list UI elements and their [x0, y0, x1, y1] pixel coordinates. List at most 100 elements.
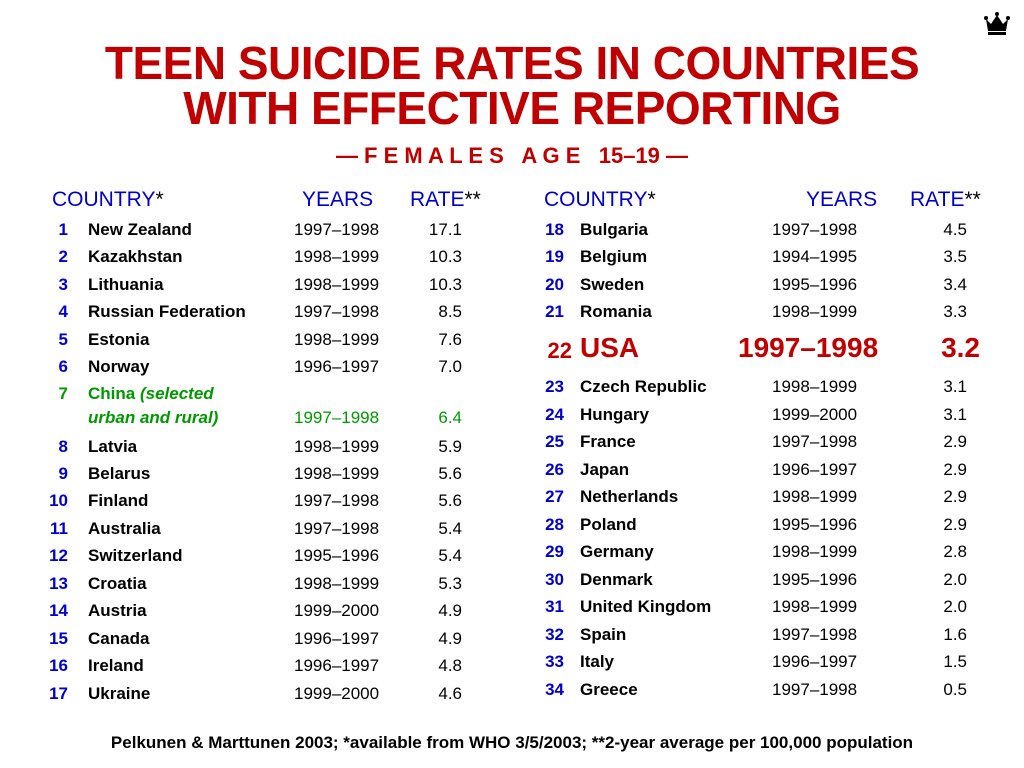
- table-row: 18 Bulgaria 1997–1998 4.5: [0, 220, 1024, 246]
- left-header-country-mark: *: [155, 188, 164, 211]
- row-country: Japan: [580, 460, 630, 479]
- row-rate: 1.6: [943, 625, 967, 644]
- subtitle: — F E M A L E S A G E 15–19 —: [335, 143, 689, 168]
- left-header-country: COUNTRY*: [52, 188, 164, 212]
- row-rank: 13: [49, 574, 68, 593]
- table-row: 6 Norway 1996–1997 7.0: [0, 357, 1024, 383]
- row-years: 1998–1999: [294, 330, 380, 349]
- row-rate: 4.9: [438, 601, 462, 620]
- row-years: 1996–1997: [294, 656, 380, 675]
- row-country: Croatia: [88, 574, 147, 593]
- row-rate: 2.0: [943, 570, 967, 589]
- row-rank: 23: [545, 377, 564, 396]
- left-header-rate-mark: **: [464, 188, 481, 211]
- left-header-years: YEARS: [302, 188, 374, 211]
- right-header-rate-mark: **: [964, 188, 981, 211]
- row-country: Czech Republic: [580, 377, 707, 396]
- row-years: 1997–1998: [294, 519, 380, 538]
- row-country: Canada: [88, 629, 150, 648]
- row-rate: 10.3: [428, 247, 462, 266]
- row-country: Hungary: [580, 405, 649, 424]
- row-country: Belarus: [88, 464, 151, 483]
- row-years: 1997–1998: [738, 332, 879, 363]
- row-years: 1998–1999: [772, 377, 858, 396]
- left-header-country-label: COUNTRY: [52, 188, 156, 211]
- row-rate: 3.3: [943, 302, 967, 321]
- table-row: 29 Germany 1998–1999 2.8: [0, 542, 1024, 568]
- row-rate: 8.5: [438, 302, 462, 321]
- row-rate: 4.8: [438, 656, 462, 675]
- row-years: 1997–1998: [772, 432, 858, 451]
- row-years: 1997–1998: [772, 680, 858, 699]
- row-rate: 2.8: [943, 542, 967, 561]
- row-rate: 6.4: [438, 408, 462, 427]
- table-row: 19 Belgium 1994–1995 3.5: [0, 247, 1024, 273]
- row-rank: 27: [545, 487, 564, 506]
- row-rank: 18: [545, 220, 564, 239]
- row-years: 1999–2000: [294, 684, 380, 703]
- row-years: 1994–1995: [772, 247, 858, 266]
- row-country: Ukraine: [88, 684, 151, 703]
- row-rate: 5.4: [438, 546, 462, 565]
- row-rate: 3.1: [943, 377, 967, 396]
- row-country-name: China: [88, 384, 136, 403]
- row-country: Germany: [580, 542, 654, 561]
- row-rate: 5.4: [438, 519, 462, 538]
- table-row: 27 Netherlands 1998–1999 2.9: [0, 487, 1024, 513]
- row-rank: 19: [545, 247, 564, 266]
- page-title-line-1: TEEN SUICIDE RATES IN COUNTRIES: [104, 37, 920, 89]
- row-country: Finland: [88, 491, 149, 510]
- row-years: 1998–1999: [772, 487, 858, 506]
- row-years: 1997–1998: [772, 625, 858, 644]
- row-rank: 14: [49, 601, 68, 620]
- table-row: 32 Spain 1997–1998 1.6: [0, 625, 1024, 651]
- row-rate: 3.4: [943, 275, 967, 294]
- row-country: Bulgaria: [580, 220, 649, 239]
- row-years: 1997–1998: [772, 220, 858, 239]
- row-country: United Kingdom: [580, 597, 712, 616]
- row-country: Greece: [580, 680, 638, 699]
- row-rank: 7: [58, 384, 68, 403]
- row-years: 1997–1998: [294, 408, 380, 427]
- row-rank: 15: [49, 629, 68, 648]
- row-rank: 1: [58, 220, 68, 239]
- row-rank: 10: [49, 491, 68, 510]
- right-header-country-mark: *: [647, 188, 656, 211]
- table-row: 5 Estonia 1998–1999 7.6: [0, 330, 1024, 356]
- table-row: 28 Poland 1995–1996 2.9: [0, 515, 1024, 541]
- row-rank: 31: [545, 597, 564, 616]
- row-country: Netherlands: [580, 487, 679, 506]
- row-years: 1995–1996: [772, 570, 858, 589]
- row-country: Switzerland: [88, 546, 183, 565]
- row-rank: 24: [545, 405, 564, 424]
- row-years: 1998–1999: [294, 574, 380, 593]
- row-rate: 2.9: [943, 432, 967, 451]
- row-rate: 1.5: [943, 652, 967, 671]
- row-rank: 4: [58, 302, 68, 321]
- row-rate: 0.5: [943, 680, 967, 699]
- row-years: 1998–1999: [294, 437, 380, 456]
- row-rank: 26: [545, 460, 564, 479]
- table-row: 24 Hungary 1999–2000 3.1: [0, 405, 1024, 431]
- table-row: 25 France 1997–1998 2.9: [0, 432, 1024, 458]
- row-rank: 21: [545, 302, 564, 321]
- right-header-rate-label: RATE: [910, 188, 965, 211]
- table-row: 16 Ireland 1996–1997 4.8: [0, 656, 1024, 682]
- right-header-years: YEARS: [806, 188, 878, 211]
- row-rank: 22: [547, 338, 572, 363]
- row-rank: 29: [545, 542, 564, 561]
- row-rate: 4.5: [943, 220, 967, 239]
- row-rank: 2: [58, 247, 68, 266]
- table-row: 17 Ukraine 1999–2000 4.6: [0, 684, 1024, 710]
- row-country: Kazakhstan: [88, 247, 183, 266]
- row-rate: 4.6: [438, 684, 462, 703]
- row-rate: 7.6: [438, 330, 462, 349]
- row-country: Poland: [580, 515, 637, 534]
- row-rate: 5.6: [438, 464, 462, 483]
- row-years: 1999–2000: [294, 601, 380, 620]
- table-row: 14 Austria 1999–2000 4.9: [0, 601, 1024, 627]
- right-header-country-label: COUNTRY: [544, 188, 648, 211]
- left-header-rate: RATE**: [410, 188, 481, 212]
- row-years: 1999–2000: [772, 405, 858, 424]
- row-rate: 3.2: [941, 332, 980, 363]
